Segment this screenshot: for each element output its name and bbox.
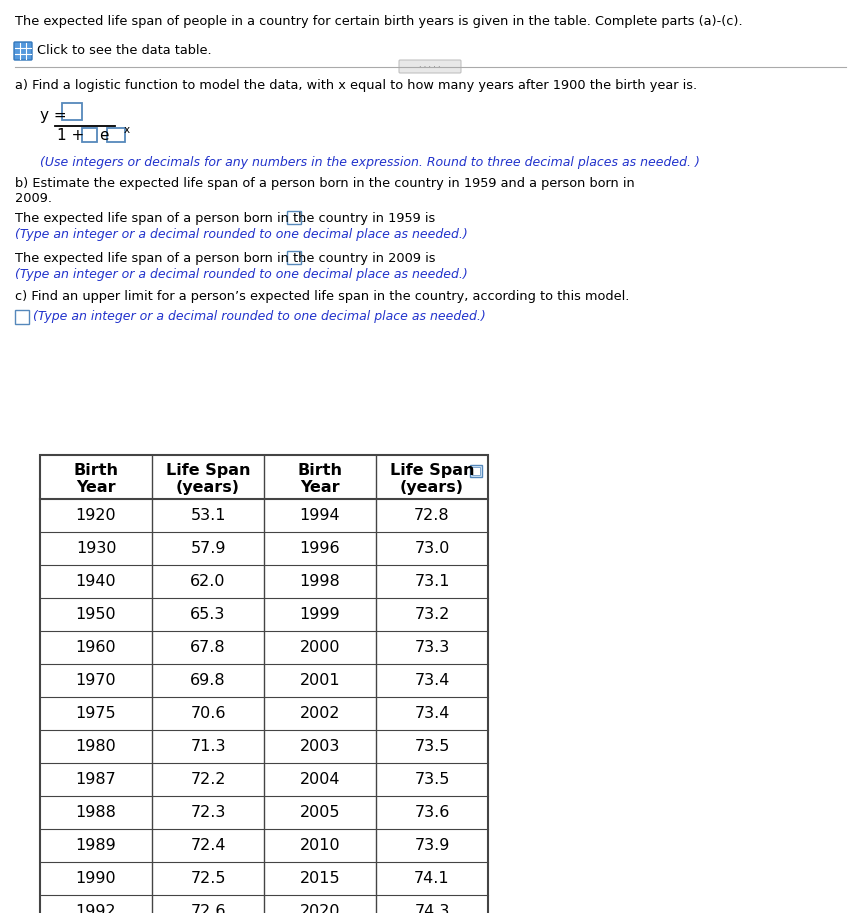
Bar xyxy=(107,128,125,142)
Bar xyxy=(287,211,301,224)
Text: e: e xyxy=(99,128,108,143)
Text: 69.8: 69.8 xyxy=(190,673,226,688)
Text: 74.1: 74.1 xyxy=(414,871,449,886)
Text: 72.5: 72.5 xyxy=(190,871,226,886)
Text: a) Find a logistic function to model the data, with x equal to how many years af: a) Find a logistic function to model the… xyxy=(15,79,697,92)
FancyBboxPatch shape xyxy=(399,60,461,73)
Text: (Use integers or decimals for any numbers in the expression. Round to three deci: (Use integers or decimals for any number… xyxy=(40,156,700,169)
Text: 73.4: 73.4 xyxy=(414,706,449,721)
Text: 1987: 1987 xyxy=(76,772,116,787)
Text: 70.6: 70.6 xyxy=(190,706,226,721)
Text: 1988: 1988 xyxy=(76,805,116,820)
Text: 1 +: 1 + xyxy=(57,128,84,143)
Text: c) Find an upper limit for a person’s expected life span in the country, accordi: c) Find an upper limit for a person’s ex… xyxy=(15,290,629,303)
Text: 1998: 1998 xyxy=(300,574,340,589)
Bar xyxy=(82,128,97,142)
Text: y =: y = xyxy=(40,108,66,123)
Bar xyxy=(40,455,488,913)
Text: Life Span: Life Span xyxy=(166,463,251,478)
Text: .: . xyxy=(301,212,305,225)
Text: The expected life span of a person born in the country in 1959 is: The expected life span of a person born … xyxy=(15,212,439,225)
Text: b) Estimate the expected life span of a person born in the country in 1959 and a: b) Estimate the expected life span of a … xyxy=(15,177,635,190)
Text: 2010: 2010 xyxy=(300,838,340,853)
Text: 73.0: 73.0 xyxy=(414,541,449,556)
Text: Life Span: Life Span xyxy=(390,463,474,478)
Text: 1975: 1975 xyxy=(76,706,116,721)
Text: 62.0: 62.0 xyxy=(190,574,226,589)
Text: 73.9: 73.9 xyxy=(414,838,449,853)
Text: 67.8: 67.8 xyxy=(190,640,226,655)
Text: 1999: 1999 xyxy=(300,607,340,622)
Text: 1989: 1989 xyxy=(76,838,116,853)
Text: 1940: 1940 xyxy=(76,574,116,589)
Bar xyxy=(62,103,82,120)
Text: 1990: 1990 xyxy=(76,871,116,886)
Text: 72.8: 72.8 xyxy=(414,508,449,523)
Text: 73.3: 73.3 xyxy=(414,640,449,655)
Text: 2002: 2002 xyxy=(300,706,340,721)
Text: 1994: 1994 xyxy=(300,508,340,523)
Text: Birth: Birth xyxy=(73,463,119,478)
Text: 1960: 1960 xyxy=(76,640,116,655)
Text: (Type an integer or a decimal rounded to one decimal place as needed.): (Type an integer or a decimal rounded to… xyxy=(15,268,468,281)
Text: (years): (years) xyxy=(400,480,464,495)
Text: 1930: 1930 xyxy=(76,541,116,556)
Text: 2004: 2004 xyxy=(300,772,340,787)
Text: Birth: Birth xyxy=(298,463,343,478)
Text: 53.1: 53.1 xyxy=(190,508,226,523)
Bar xyxy=(15,310,29,324)
Text: 72.4: 72.4 xyxy=(190,838,226,853)
Text: The expected life span of people in a country for certain birth years is given i: The expected life span of people in a co… xyxy=(15,15,743,28)
Text: 2001: 2001 xyxy=(300,673,340,688)
Text: 73.6: 73.6 xyxy=(414,805,449,820)
Text: 2003: 2003 xyxy=(300,739,340,754)
Text: Year: Year xyxy=(76,480,116,495)
Bar xyxy=(470,465,482,477)
Text: · · · · ·: · · · · · xyxy=(419,63,441,72)
Text: 1992: 1992 xyxy=(76,904,116,913)
Text: 2009.: 2009. xyxy=(15,192,52,205)
Text: 73.5: 73.5 xyxy=(414,772,449,787)
Text: (Type an integer or a decimal rounded to one decimal place as needed.): (Type an integer or a decimal rounded to… xyxy=(15,228,468,241)
Text: 2015: 2015 xyxy=(300,871,340,886)
Text: 72.6: 72.6 xyxy=(190,904,226,913)
Text: 73.5: 73.5 xyxy=(414,739,449,754)
Text: Click to see the data table.: Click to see the data table. xyxy=(37,44,212,57)
Text: 1996: 1996 xyxy=(300,541,340,556)
Bar xyxy=(472,467,480,475)
FancyBboxPatch shape xyxy=(14,42,32,60)
Text: 73.2: 73.2 xyxy=(414,607,449,622)
Text: 2000: 2000 xyxy=(300,640,340,655)
Text: 74.3: 74.3 xyxy=(414,904,449,913)
Text: The expected life span of a person born in the country in 2009 is: The expected life span of a person born … xyxy=(15,252,440,265)
Text: 73.4: 73.4 xyxy=(414,673,449,688)
Text: 1980: 1980 xyxy=(76,739,116,754)
Text: x: x xyxy=(124,125,130,135)
Text: 1950: 1950 xyxy=(76,607,116,622)
Text: 71.3: 71.3 xyxy=(190,739,226,754)
Text: (Type an integer or a decimal rounded to one decimal place as needed.): (Type an integer or a decimal rounded to… xyxy=(33,310,486,323)
Text: 72.3: 72.3 xyxy=(190,805,226,820)
Text: 2020: 2020 xyxy=(300,904,340,913)
Text: 73.1: 73.1 xyxy=(414,574,449,589)
Text: 57.9: 57.9 xyxy=(190,541,226,556)
Text: (years): (years) xyxy=(176,480,240,495)
Text: 1970: 1970 xyxy=(76,673,116,688)
Text: Year: Year xyxy=(300,480,340,495)
Text: 72.2: 72.2 xyxy=(190,772,226,787)
Text: 65.3: 65.3 xyxy=(190,607,226,622)
Text: 2005: 2005 xyxy=(300,805,340,820)
Text: .: . xyxy=(301,252,305,265)
Bar xyxy=(287,251,301,264)
Text: 1920: 1920 xyxy=(76,508,116,523)
